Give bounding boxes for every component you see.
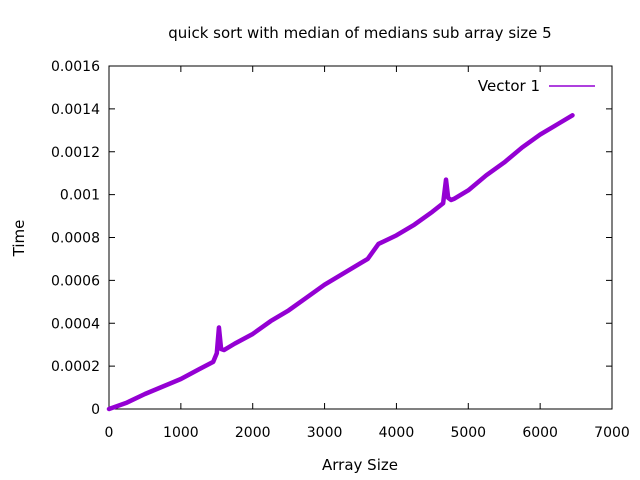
chart-title: quick sort with median of medians sub ar…	[168, 24, 551, 42]
series-layer	[106, 113, 575, 412]
legend-label-vector-1: Vector 1	[478, 77, 540, 95]
x-tick-label: 7000	[594, 425, 630, 441]
axis-ticks: 0 1000 2000 3000 4000 5000 6000 7000 0 0.0002 0.00…	[51, 59, 630, 441]
x-tick-label: 1000	[163, 425, 199, 441]
y-tick-label: 0.0014	[51, 102, 100, 118]
x-tick-label: 6000	[522, 425, 558, 441]
x-tick-label: 2000	[235, 425, 271, 441]
y-tick-label: 0.0002	[51, 359, 100, 375]
series-line-vector-1	[106, 113, 575, 412]
plot-frame	[108, 65, 613, 410]
x-tick-label: 3000	[307, 425, 343, 441]
plot-border	[108, 65, 613, 410]
y-tick-label: 0.0006	[51, 273, 100, 289]
y-tick-label: 0	[91, 402, 100, 418]
y-tick-label: 0.0008	[51, 231, 100, 247]
y-tick-label: 0.0004	[51, 316, 100, 332]
x-tick-label: 4000	[379, 425, 415, 441]
x-tick-label: 5000	[450, 425, 486, 441]
y-axis-label: Time	[10, 220, 28, 258]
y-tick-label: 0.0012	[51, 145, 100, 161]
x-axis-label: Array Size	[322, 456, 398, 474]
x-tick-label: 0	[105, 425, 114, 441]
y-tick-label: 0.001	[60, 188, 100, 204]
y-tick-label: 0.0016	[51, 59, 100, 75]
legend: Vector 1	[478, 77, 595, 95]
